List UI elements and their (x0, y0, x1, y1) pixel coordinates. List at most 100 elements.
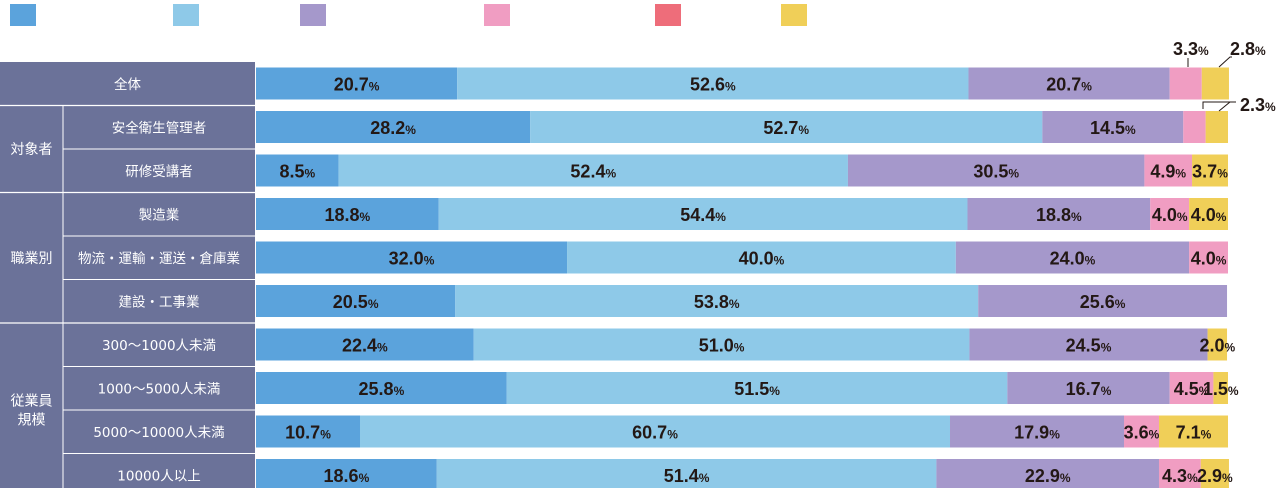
category-label: 300～1000人未満 (102, 338, 216, 354)
bar-segment (256, 285, 456, 317)
bar-segment (1189, 241, 1228, 274)
data-label: 20.5% (333, 292, 379, 312)
group-label: 規模 (18, 413, 46, 429)
bar-segment (256, 111, 531, 143)
bar-segment (969, 328, 1208, 361)
group-label: 従業員 (11, 394, 53, 410)
bar-segment (1200, 459, 1229, 488)
bar-segment (1189, 198, 1228, 230)
data-label: 8.5% (279, 162, 315, 182)
data-label: 2.9% (1197, 466, 1233, 486)
leader-line (1218, 101, 1236, 112)
data-label: 18.6% (324, 466, 370, 486)
data-label: 22.9% (1025, 466, 1071, 486)
data-label: 24.5% (1066, 336, 1112, 356)
bar-segment (1158, 459, 1201, 488)
legend-swatch-1 (173, 4, 199, 26)
bar-segment (256, 415, 361, 448)
data-label: 3.3% (1173, 39, 1209, 59)
data-label: 1.5% (1203, 379, 1239, 399)
data-label: 7.1% (1176, 423, 1212, 443)
data-label: 20.7% (334, 75, 380, 95)
leader-line (1218, 56, 1232, 68)
bar-segment (978, 285, 1228, 317)
legend-swatch-3 (484, 4, 510, 26)
category-label: 全体 (114, 76, 141, 93)
bar-segment (1158, 415, 1228, 448)
bar-segment (936, 459, 1159, 488)
data-label: 32.0% (389, 249, 435, 269)
leader-line (1202, 101, 1234, 109)
bar-segment (256, 198, 439, 230)
legend-swatch-4 (655, 4, 681, 26)
bar-segment (1201, 67, 1229, 100)
bar-segment (847, 154, 1145, 187)
data-label: 4.3% (1162, 466, 1198, 486)
data-label: 25.6% (1080, 292, 1126, 312)
bar-segment (955, 241, 1190, 274)
data-label: 4.9% (1150, 162, 1186, 182)
data-label: 14.5% (1090, 118, 1136, 138)
data-label: 51.5% (734, 379, 780, 399)
bar-segment (1169, 372, 1214, 404)
bar-segment (506, 372, 1008, 404)
category-label: 物流・運輸・運送・倉庫業 (78, 251, 240, 267)
data-label: 52.4% (570, 162, 616, 182)
bar-segment (1205, 111, 1228, 143)
bar-segment (256, 241, 568, 274)
bar-segment (1007, 372, 1170, 404)
data-label: 2.0% (1199, 336, 1235, 356)
data-label: 4.0% (1191, 205, 1227, 225)
bar-segment (256, 154, 339, 187)
bar-segment (1123, 415, 1159, 448)
data-label: 51.4% (664, 466, 710, 486)
data-label: 30.5% (973, 162, 1019, 182)
data-label: 54.4% (680, 205, 726, 225)
data-label: 20.7% (1046, 75, 1092, 95)
data-label: 4.5% (1174, 379, 1210, 399)
bar-segment (455, 285, 979, 317)
data-label: 4.0% (1191, 249, 1227, 269)
data-label: 52.7% (763, 118, 809, 138)
bar-segment (1144, 154, 1193, 187)
legend-swatch-2 (300, 4, 326, 26)
bar-segment (950, 415, 1124, 448)
category-label: 建設・工事業 (119, 294, 200, 310)
bar-segment (567, 241, 956, 274)
data-label: 18.8% (1036, 205, 1082, 225)
data-label: 10.7% (285, 423, 331, 443)
bar-segment (1183, 111, 1206, 143)
bar-segment (1150, 198, 1190, 230)
bar-segment (967, 198, 1151, 230)
bar-segment (457, 67, 969, 100)
data-label: 25.8% (359, 379, 405, 399)
data-label: 28.2% (370, 118, 416, 138)
data-label: 24.0% (1050, 249, 1096, 269)
bar-segment (436, 459, 937, 488)
data-label: 60.7% (632, 423, 678, 443)
bar-segment (1042, 111, 1184, 143)
data-label: 4.0% (1152, 205, 1188, 225)
data-label: 52.6% (690, 75, 736, 95)
group-label: 対象者 (11, 142, 53, 158)
category-label: 研修受講者 (125, 164, 193, 180)
data-label: 2.8% (1230, 39, 1266, 59)
bar-segment (473, 328, 970, 361)
bar-segment (360, 415, 951, 448)
legend-swatch-5 (781, 4, 807, 26)
data-label: 40.0% (739, 249, 785, 269)
bar-segment (256, 67, 458, 100)
bar-segment (338, 154, 848, 187)
data-label: 2.3% (1240, 95, 1276, 115)
category-label: 安全衛生管理者 (112, 119, 207, 136)
data-label: 17.9% (1014, 423, 1060, 443)
category-label: 10000人以上 (117, 468, 200, 484)
bar-segment (438, 198, 968, 230)
bar-segment (1192, 154, 1228, 187)
data-label: 3.7% (1192, 162, 1228, 182)
bar-segment (1169, 67, 1202, 100)
category-label: 5000～10000人未満 (93, 425, 224, 441)
data-label: 51.0% (699, 336, 745, 356)
legend-swatch-0 (10, 4, 36, 26)
bar-segment (256, 459, 437, 488)
